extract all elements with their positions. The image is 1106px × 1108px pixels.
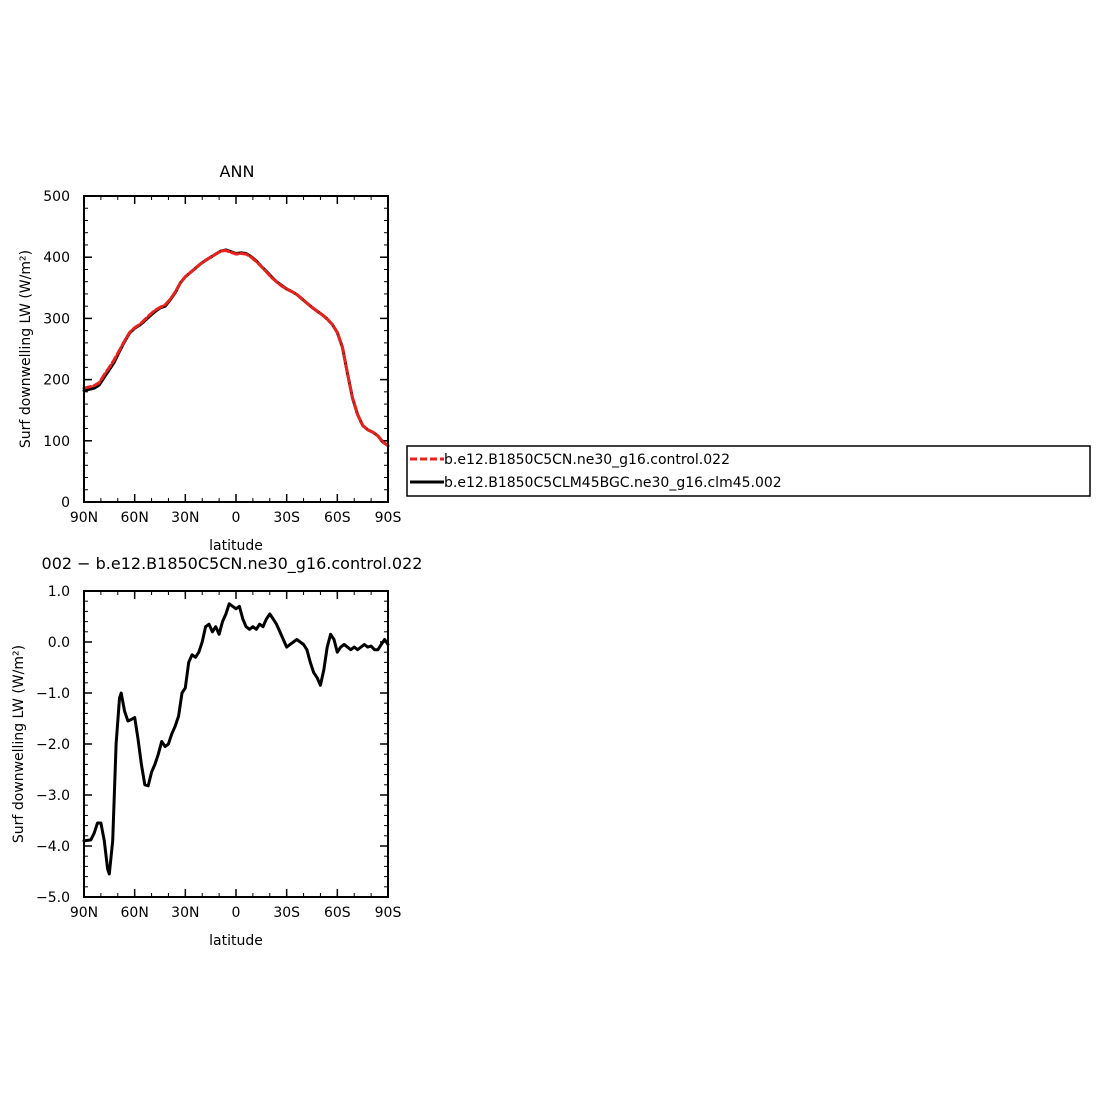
bottom-y-tick-label: 0.0	[48, 635, 70, 651]
bottom-x-tick-label: 60N	[121, 905, 149, 921]
legend-label-clm45: b.e12.B1850C5CLM45BGC.ne30_g16.clm45.002	[444, 475, 782, 491]
top-x-tick-label: 30S	[273, 510, 300, 526]
bottom-y-tick-label: −4.0	[36, 839, 70, 855]
top-axis-ticks: 90N 60N 30N 0 30S 60S 90S 0 100 200 300 400 500	[43, 189, 401, 526]
bottom-plot-frame	[83, 590, 389, 898]
bottom-y-tick-label: 1.0	[48, 584, 70, 600]
top-plot-frame	[83, 195, 389, 503]
top-x-tick-label: 90N	[70, 510, 98, 526]
bottom-x-tick-label: 30N	[171, 905, 199, 921]
bottom-y-tick-label: −5.0	[36, 890, 70, 906]
bottom-x-tick-label: 0	[232, 905, 241, 921]
top-y-tick-label: 300	[43, 311, 70, 327]
bottom-x-axis-label: latitude	[209, 933, 263, 949]
legend: b.e12.B1850C5CN.ne30_g16.control.022 b.e…	[406, 445, 1091, 497]
top-series-line-0	[82, 249, 390, 448]
top-y-tick-label: 0	[61, 495, 70, 511]
top-y-tick-label: 400	[43, 250, 70, 266]
bottom-series-lines	[82, 602, 390, 876]
bottom-y-axis-label: Surf downwelling LW (W/m²)	[11, 645, 27, 843]
top-series-lines	[82, 248, 390, 448]
top-x-tick-label: 60N	[121, 510, 149, 526]
top-y-axis-label: Surf downwelling LW (W/m²)	[18, 250, 34, 448]
bottom-chart-title: 002 − b.e12.B1850C5CN.ne30_g16.control.0…	[42, 554, 423, 574]
bottom-x-tick-label: 30S	[273, 905, 300, 921]
bottom-y-tick-label: −1.0	[36, 686, 70, 702]
top-chart-title: ANN	[220, 162, 255, 181]
bottom-x-tick-label: 60S	[324, 905, 351, 921]
top-y-tick-label: 200	[43, 373, 70, 389]
bottom-x-tick-label: 90S	[375, 905, 402, 921]
bottom-x-tick-label: 90N	[70, 905, 98, 921]
top-x-tick-label: 90S	[375, 510, 402, 526]
top-y-tick-label: 500	[43, 189, 70, 205]
bottom-difference-chart: 002 − b.e12.B1850C5CN.ne30_g16.control.0…	[11, 554, 422, 949]
top-x-axis-label: latitude	[209, 538, 263, 554]
legend-label-control: b.e12.B1850C5CN.ne30_g16.control.022	[444, 452, 730, 468]
bottom-y-tick-label: −2.0	[36, 737, 70, 753]
top-y-tick-label: 100	[43, 434, 70, 450]
bottom-series-line-0	[82, 602, 390, 876]
top-x-tick-label: 60S	[324, 510, 351, 526]
top-line-chart: ANN Surf downwelling LW (W/m²) latitude …	[18, 162, 401, 554]
legend-box	[406, 445, 1091, 497]
top-x-tick-label: 0	[232, 510, 241, 526]
bottom-y-tick-label: −3.0	[36, 788, 70, 804]
top-x-tick-label: 30N	[171, 510, 199, 526]
